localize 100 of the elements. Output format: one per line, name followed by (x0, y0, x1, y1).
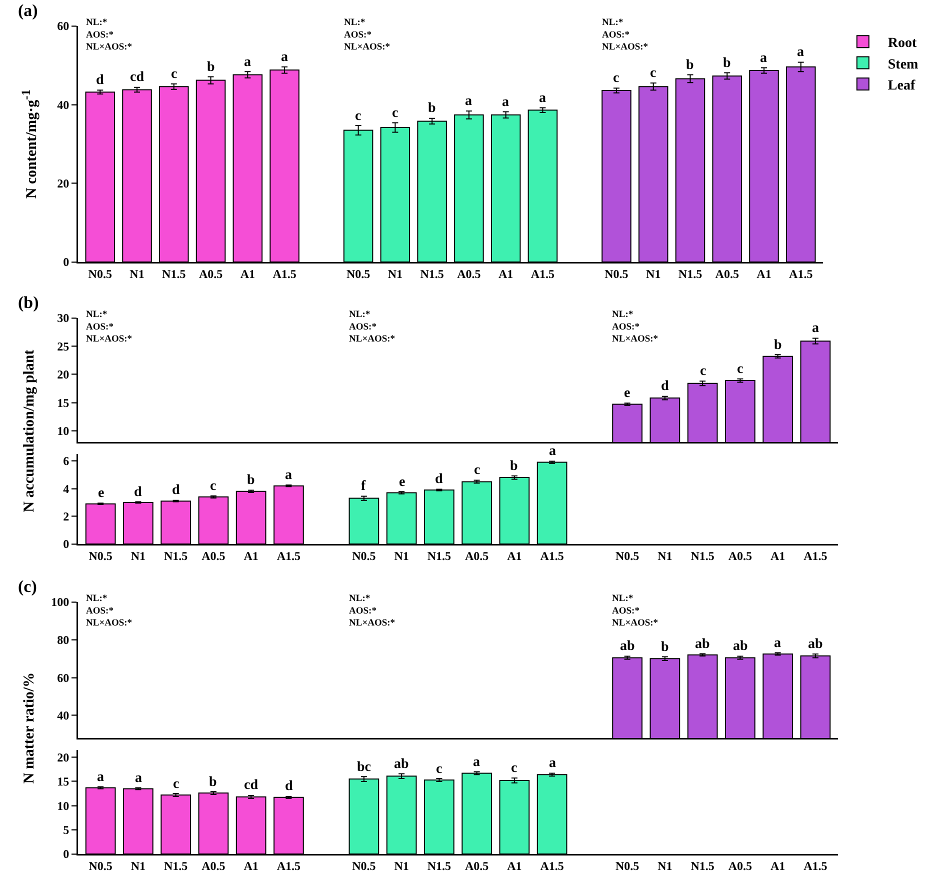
data-label: b (723, 56, 731, 71)
y-axis-title: N accumulation/mg plant (22, 350, 38, 512)
data-label: e (399, 475, 406, 490)
x-tick-label: A1.5 (789, 266, 813, 281)
x-tick-label: N1 (130, 858, 146, 873)
annotation: NL:* AOS:* NL×AOS:* (86, 18, 132, 53)
data-label: b (207, 60, 215, 75)
annotation: NL:* AOS:* NL×AOS:* (86, 310, 132, 345)
x-tick-label: A1.5 (276, 858, 301, 873)
data-label: a (285, 468, 292, 483)
data-label: a (502, 95, 509, 110)
y-tick-label: 20 (57, 750, 70, 764)
x-tick-label: N1 (658, 548, 672, 563)
data-label: cd (244, 778, 258, 793)
x-tick-label: N1.5 (690, 548, 714, 563)
x-tick-label: N0.5 (352, 548, 376, 563)
data-label: f (361, 479, 366, 494)
x-tick-label: A0.5 (464, 548, 489, 563)
x-tick-label: N0.5 (604, 266, 628, 281)
y-tick-label: 20 (57, 176, 70, 191)
data-label: e (98, 486, 104, 501)
legend-label: Root (888, 36, 918, 52)
x-tick-label: A1.5 (540, 548, 564, 563)
data-label: d (134, 485, 142, 500)
x-tick-label: A1 (507, 548, 522, 563)
data-label: c (613, 71, 620, 86)
annotation: NL:* AOS:* NL×AOS:* (612, 310, 658, 345)
y-tick-label: 15 (57, 396, 70, 410)
x-tick-label: N0.5 (615, 548, 640, 563)
data-label: c (436, 762, 442, 777)
data-label: a (774, 636, 781, 651)
data-label: c (511, 761, 518, 776)
y-tick-label: 10 (57, 798, 70, 813)
data-label: ab (733, 639, 748, 654)
x-tick-label: N1.5 (690, 858, 714, 873)
data-label: c (392, 106, 398, 121)
y-tick-label: 15 (57, 774, 70, 789)
x-tick-label: A0.5 (202, 858, 226, 873)
y-axis-title: N matter ratio/% (22, 672, 38, 784)
data-label: c (171, 67, 178, 82)
y-tick-label: 2 (63, 510, 70, 524)
data-label: a (797, 45, 804, 60)
data-label: ab (808, 637, 823, 652)
x-tick-label: N1.5 (164, 548, 188, 563)
x-tick-label: N1.5 (427, 548, 452, 563)
x-tick-label: N1 (394, 548, 409, 563)
y-tick-label: 20 (57, 368, 70, 382)
data-label: c (700, 364, 706, 379)
x-tick-label: N1.5 (162, 266, 186, 281)
data-label: a (97, 770, 104, 785)
data-label: d (661, 379, 669, 394)
x-tick-label: A0.5 (728, 548, 752, 563)
x-tick-label: N1.5 (678, 266, 702, 281)
y-tick-label: 80 (57, 632, 70, 647)
x-tick-label: A1 (770, 858, 786, 873)
y-tick-label: 10 (57, 424, 70, 438)
x-tick-label: N0.5 (615, 858, 640, 873)
x-tick-label: A1 (244, 548, 258, 563)
x-tick-label: N0.5 (88, 858, 112, 873)
data-label: a (473, 755, 480, 770)
y-tick-label: 40 (57, 98, 70, 112)
x-tick-label: N1 (646, 266, 661, 281)
x-tick-label: A1.5 (804, 858, 828, 873)
x-tick-label: A0.5 (457, 266, 481, 281)
x-tick-label: A1.5 (540, 858, 564, 873)
annotation: NL:* AOS:* NL×AOS:* (349, 310, 396, 345)
y-tick-label: 60 (57, 670, 70, 685)
annotation: NL:* AOS:* NL×AOS:* (612, 594, 658, 629)
data-label: a (281, 50, 288, 65)
data-label: ab (695, 637, 710, 652)
data-label: c (173, 777, 180, 792)
legend-label: Stem (888, 57, 919, 72)
data-label: b (661, 640, 669, 655)
x-tick-label: N0.5 (352, 858, 376, 873)
annotation: NL:* AOS:* NL×AOS:* (86, 594, 132, 629)
x-tick-label: A1 (756, 266, 772, 281)
x-tick-label: N1 (130, 548, 146, 563)
x-tick-label: N0.5 (346, 266, 370, 281)
x-tick-label: N1 (388, 266, 403, 281)
x-tick-label: A1 (507, 858, 522, 873)
data-label: c (210, 479, 216, 494)
legend-label: Leaf (888, 78, 916, 94)
y-tick-label: 0 (63, 255, 70, 270)
data-label: a (549, 444, 556, 459)
y-tick-label: 25 (57, 339, 70, 354)
annotation: NL:* AOS:* NL×AOS:* (344, 18, 390, 53)
x-tick-label: A0.5 (728, 858, 752, 873)
data-label: bc (357, 760, 371, 775)
x-tick-label: N1 (394, 858, 409, 873)
x-tick-label: A1.5 (272, 266, 296, 281)
data-label: c (474, 463, 480, 478)
data-label: a (549, 756, 556, 771)
x-tick-label: A1.5 (804, 548, 828, 563)
data-label: b (209, 775, 217, 790)
x-tick-label: N1 (658, 858, 672, 873)
data-label: e (624, 386, 630, 401)
x-tick-label: N1.5 (420, 266, 444, 281)
data-label: d (435, 472, 443, 487)
x-tick-label: A1.5 (530, 266, 555, 281)
data-label: cd (130, 70, 144, 85)
